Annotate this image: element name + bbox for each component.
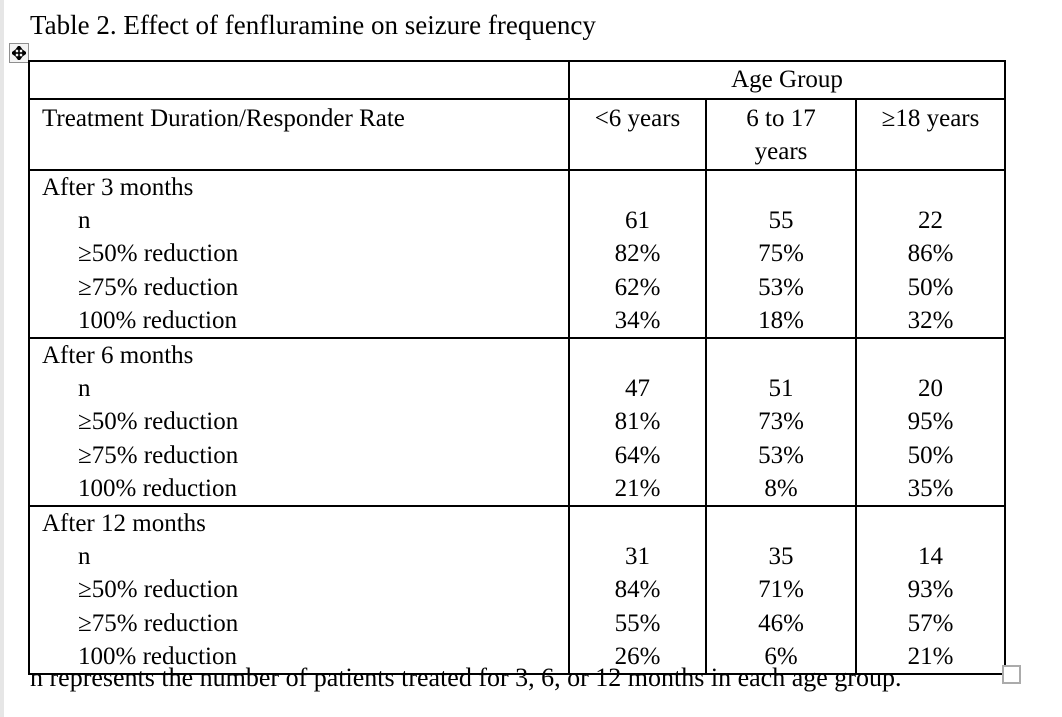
cell-value: 50% bbox=[907, 273, 954, 301]
block-labels: After 3 months n ≥50% reduction ≥75% red… bbox=[28, 169, 570, 339]
cell-value: 8% bbox=[764, 474, 798, 502]
column-header-18-plus: ≥18 years bbox=[854, 98, 1007, 171]
cell-value: 62% bbox=[614, 273, 661, 301]
cell-value: 51 bbox=[768, 375, 794, 403]
table-move-handle[interactable] bbox=[9, 43, 29, 63]
cell-value: 71% bbox=[758, 576, 804, 604]
table-row-column-headers: Treatment Duration/Responder Rate <6 yea… bbox=[28, 98, 1007, 171]
cell-value: 20 bbox=[918, 375, 943, 403]
cell-value: 82% bbox=[614, 240, 661, 268]
cell-value: 50% bbox=[907, 441, 954, 469]
cell-value: 55% bbox=[614, 609, 661, 637]
block-values-under-6: 61 82% 62% 34% bbox=[568, 169, 707, 339]
cell-value: 55 bbox=[768, 207, 794, 235]
cell-value: 22 bbox=[918, 207, 943, 235]
row-label: 100% reduction bbox=[78, 306, 237, 334]
column-header-under-6: <6 years bbox=[568, 98, 707, 171]
cell-value: 53% bbox=[758, 441, 804, 469]
cell-value: 26% bbox=[614, 642, 661, 670]
cell-value: 18% bbox=[758, 306, 804, 334]
row-label: ≥75% reduction bbox=[78, 441, 239, 469]
block-values-18-plus: 22 86% 50% 32% bbox=[854, 169, 1007, 339]
table-row-after-3-months: After 3 months n ≥50% reduction ≥75% red… bbox=[28, 169, 1007, 339]
block-labels: After 6 months n ≥50% reduction ≥75% red… bbox=[28, 337, 570, 507]
cell-value: 61 bbox=[625, 207, 650, 235]
page-title: Table 2. Effect of fenfluramine on seizu… bbox=[30, 10, 596, 40]
cell-value: 75% bbox=[758, 240, 804, 268]
column-header-6-to-17: 6 to 17 years bbox=[705, 98, 857, 171]
block-title: After 3 months bbox=[42, 174, 194, 201]
cell-value: 93% bbox=[907, 576, 954, 604]
cell-value: 86% bbox=[907, 240, 954, 268]
block-title: After 6 months bbox=[42, 342, 194, 369]
block-values-6-to-17: 51 73% 53% 8% bbox=[705, 337, 857, 507]
age-group-header: Age Group bbox=[567, 60, 1007, 100]
cell-value: 32% bbox=[907, 306, 954, 334]
row-label: ≥50% reduction bbox=[78, 576, 239, 604]
row-label: ≥50% reduction bbox=[78, 408, 239, 436]
block-values-6-to-17: 35 71% 46% 6% bbox=[705, 505, 857, 675]
table-row-after-12-months: After 12 months n ≥50% reduction ≥75% re… bbox=[28, 505, 1007, 675]
cell-value: 34% bbox=[614, 306, 661, 334]
block-values-under-6: 47 81% 64% 21% bbox=[568, 337, 707, 507]
block-values-18-plus: 14 93% 57% 21% bbox=[854, 505, 1007, 675]
cell-value: 95% bbox=[907, 408, 954, 436]
cell-value: 81% bbox=[614, 408, 661, 436]
row-label: 100% reduction bbox=[78, 642, 237, 670]
cell-value: 64% bbox=[614, 441, 661, 469]
move-cross-icon bbox=[12, 46, 26, 60]
cell-value: 46% bbox=[758, 609, 804, 637]
cell-value: 21% bbox=[614, 474, 661, 502]
row-label: n bbox=[78, 207, 91, 235]
cell-value: 6% bbox=[764, 642, 798, 670]
row-label: n bbox=[78, 375, 91, 403]
row-label: ≥50% reduction bbox=[78, 240, 239, 268]
block-values-18-plus: 20 95% 50% 35% bbox=[854, 337, 1007, 507]
row-label: ≥75% reduction bbox=[78, 273, 239, 301]
cell-value: 35 bbox=[768, 543, 794, 571]
empty-header-cell bbox=[28, 60, 570, 100]
table-row-after-6-months: After 6 months n ≥50% reduction ≥75% red… bbox=[28, 337, 1007, 507]
cell-value: 53% bbox=[758, 273, 804, 301]
cell-value: 73% bbox=[758, 408, 804, 436]
row-label: ≥75% reduction bbox=[78, 609, 239, 637]
cell-value: 57% bbox=[907, 609, 954, 637]
end-of-table-marker-icon bbox=[1002, 665, 1021, 684]
block-title: After 12 months bbox=[42, 510, 206, 537]
table-footnote: n represents the number of patients trea… bbox=[30, 663, 902, 692]
row-header-treatment-duration: Treatment Duration/Responder Rate bbox=[28, 98, 570, 171]
window-left-edge bbox=[0, 0, 4, 717]
row-label: n bbox=[78, 543, 91, 571]
seizure-frequency-table: Age Group Treatment Duration/Responder R… bbox=[28, 60, 1007, 675]
block-values-6-to-17: 55 75% 53% 18% bbox=[705, 169, 857, 339]
cell-value: 21% bbox=[907, 642, 954, 670]
block-values-under-6: 31 84% 55% 26% bbox=[568, 505, 707, 675]
cell-value: 47 bbox=[625, 375, 650, 403]
cell-value: 31 bbox=[625, 543, 650, 571]
row-label: 100% reduction bbox=[78, 474, 237, 502]
cell-value: 35% bbox=[907, 474, 954, 502]
cell-value: 84% bbox=[614, 576, 661, 604]
block-labels: After 12 months n ≥50% reduction ≥75% re… bbox=[28, 505, 570, 675]
table-row-age-group: Age Group bbox=[28, 60, 1007, 100]
cell-value: 14 bbox=[918, 543, 943, 571]
